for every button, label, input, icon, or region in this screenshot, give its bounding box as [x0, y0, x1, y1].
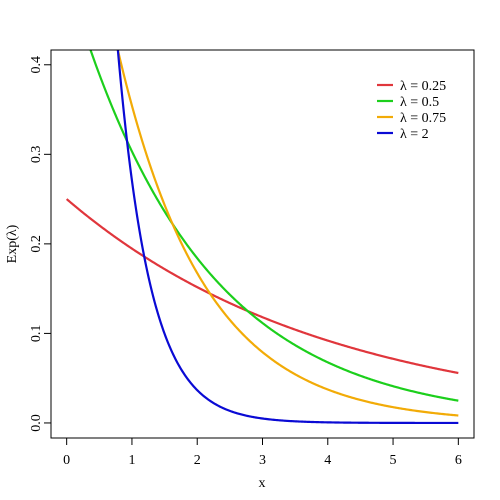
- x-tick-label: 1: [128, 453, 135, 468]
- x-axis-title: x: [259, 476, 266, 491]
- curves-layer: [65, 50, 459, 425]
- y-tick-label: 0.3: [29, 146, 44, 164]
- y-tick-label: 0.4: [29, 56, 44, 74]
- x-tick-label: 3: [259, 453, 266, 468]
- series-line-1: [89, 50, 459, 402]
- x-tick-label: 6: [455, 453, 462, 468]
- legend-label-1: λ = 0.5: [400, 95, 439, 110]
- series-line-2: [116, 50, 459, 417]
- x-tick-label: 0: [63, 453, 70, 468]
- x-axis: 0 1 2 3 4 5 6: [63, 437, 462, 468]
- y-tick-label: 0.1: [29, 325, 44, 343]
- series-line-3: [116, 50, 459, 425]
- legend: λ = 0.25λ = 0.5λ = 0.75λ = 2: [377, 79, 446, 142]
- legend-label-0: λ = 0.25: [400, 79, 446, 94]
- series-line-0: [65, 198, 459, 375]
- y-tick-label: 0.0: [29, 414, 44, 432]
- y-axis-title: Exp(λ): [5, 224, 20, 263]
- x-tick-label: 4: [324, 453, 331, 468]
- legend-label-3: λ = 2: [400, 127, 429, 142]
- legend-label-2: λ = 0.75: [400, 111, 446, 126]
- x-tick-label: 2: [194, 453, 201, 468]
- y-tick-label: 0.2: [29, 235, 44, 253]
- y-axis: 0.0 0.1 0.2 0.3 0.4: [29, 56, 52, 432]
- x-tick-label: 5: [390, 453, 397, 468]
